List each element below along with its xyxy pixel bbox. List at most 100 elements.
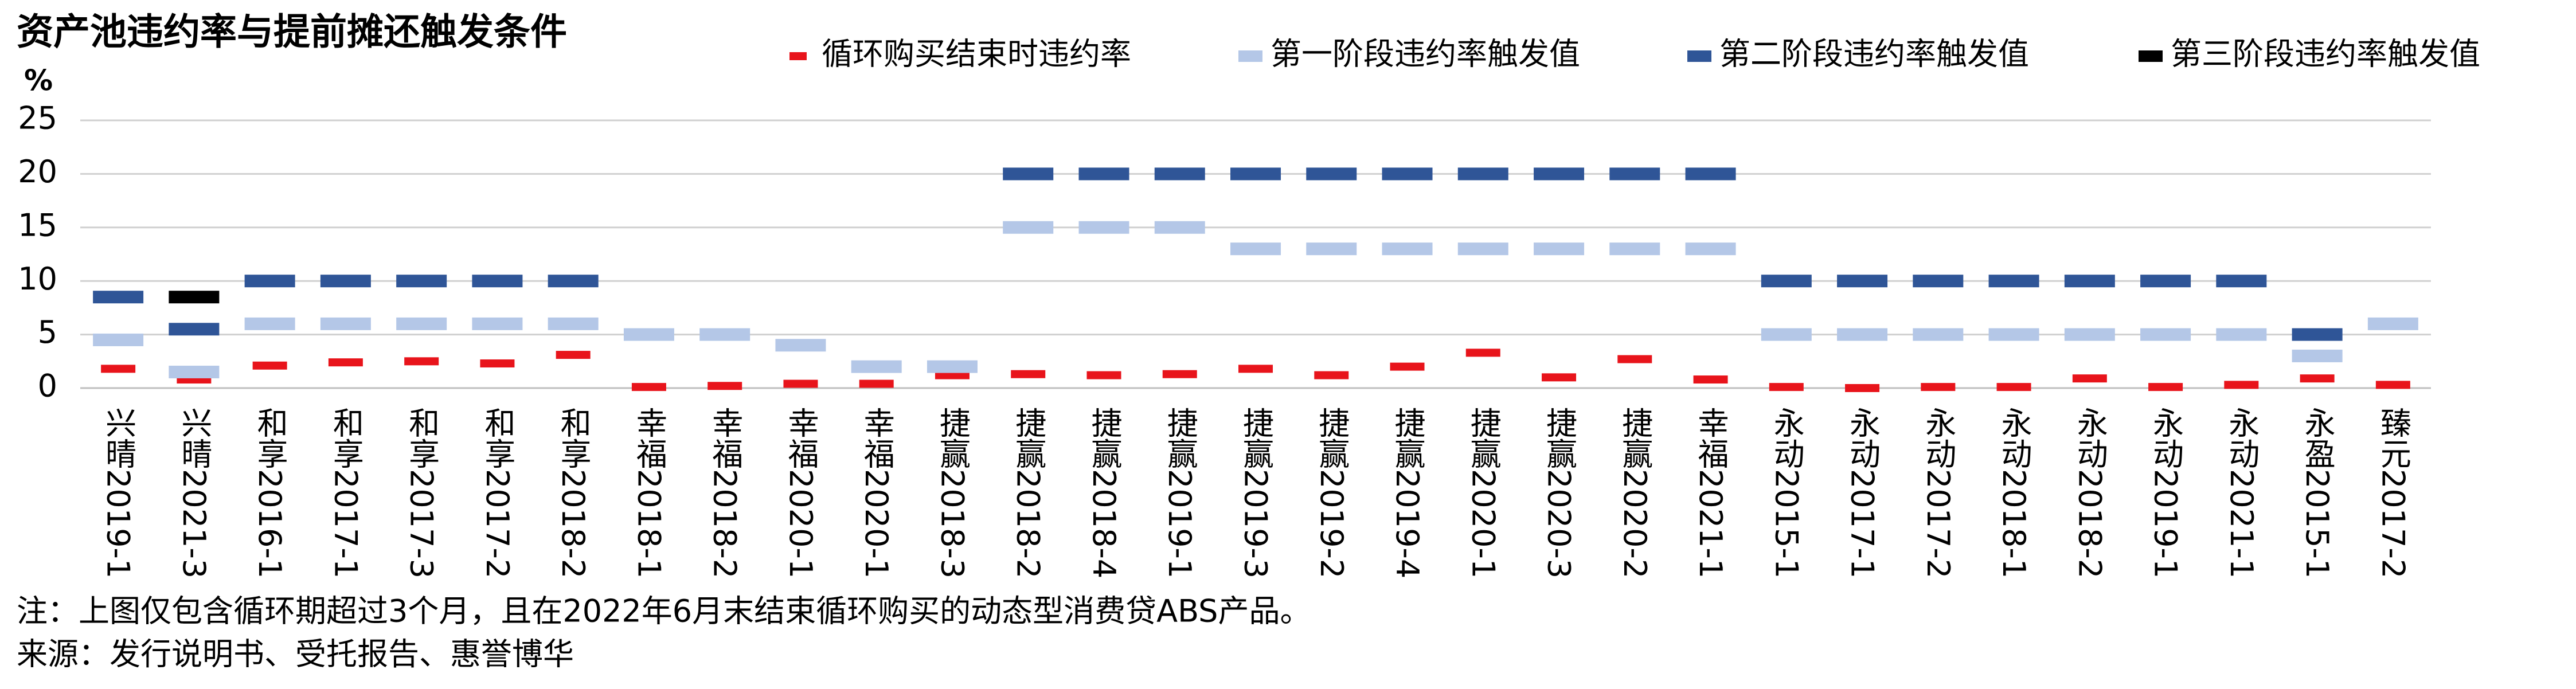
x-tick-label: 幸福2018-2 [707, 407, 743, 578]
marker [623, 328, 674, 341]
marker [328, 358, 363, 367]
marker [396, 275, 447, 288]
marker [1457, 167, 1508, 181]
x-tick-label: 臻元2017-2 [2375, 407, 2411, 578]
x-tick-label: 和享2018-2 [555, 407, 591, 578]
x-tick-label: 捷赢2020-1 [1465, 407, 1501, 578]
x-tick-label: 捷赢2019-2 [1314, 407, 1350, 578]
marker [101, 365, 136, 373]
marker [1011, 370, 1046, 378]
marker [1534, 167, 1585, 181]
marker [2216, 328, 2267, 341]
marker [2292, 349, 2343, 362]
marker [1162, 370, 1197, 378]
marker [1685, 242, 1736, 256]
marker [1003, 167, 1054, 181]
marker [404, 357, 439, 366]
marker [2300, 374, 2335, 383]
x-tick-label: 捷赢2020-3 [1541, 407, 1577, 578]
marker [1617, 355, 1652, 363]
legend-label: 第一阶段违约率触发值 [1271, 36, 1580, 72]
marker [1921, 383, 1956, 392]
marker [1761, 275, 1812, 288]
marker [1078, 167, 1129, 181]
marker [472, 317, 523, 330]
marker [472, 275, 523, 288]
marker [1390, 362, 1425, 371]
legend-swatch [2139, 50, 2163, 62]
marker [2148, 383, 2183, 392]
marker [1306, 167, 1357, 181]
x-tick-label: 兴晴2019-1 [100, 407, 136, 578]
marker [2064, 275, 2115, 288]
marker [1996, 383, 2031, 392]
y-tick-label: 5 [38, 314, 57, 350]
marker [169, 365, 220, 378]
marker [1837, 275, 1888, 288]
legend-swatch [1687, 50, 1711, 62]
marker [859, 379, 894, 388]
marker [1988, 328, 2039, 341]
x-tick-label: 捷赢2019-1 [1162, 407, 1198, 578]
marker [556, 351, 591, 359]
marker [1542, 373, 1577, 382]
y-tick-label: 0 [38, 368, 57, 404]
marker [935, 371, 970, 379]
marker [1685, 167, 1736, 181]
marker [783, 379, 818, 388]
marker [1154, 221, 1205, 234]
marker [252, 361, 287, 370]
marker [2292, 328, 2343, 341]
marker [1913, 328, 1964, 341]
x-tick-label: 捷赢2018-2 [1010, 407, 1046, 578]
legend-label: 循环购买结束时违约率 [822, 36, 1131, 72]
marker [2216, 275, 2267, 288]
marker [707, 382, 742, 390]
marker [320, 275, 371, 288]
marker [1086, 371, 1121, 379]
marker [2224, 381, 2259, 389]
marker [1306, 242, 1357, 256]
marker [927, 360, 978, 373]
x-tick-label: 兴晴2021-3 [176, 407, 212, 578]
marker [1837, 328, 1888, 341]
y-tick-label: 15 [18, 207, 57, 243]
marker [1230, 167, 1281, 181]
marker [1609, 242, 1660, 256]
marker [1534, 242, 1585, 256]
x-tick-label: 捷赢2018-3 [934, 407, 970, 578]
marker [851, 360, 902, 373]
marker [244, 317, 295, 330]
marker [631, 383, 666, 392]
x-tick-label: 永动2017-2 [1920, 407, 1956, 578]
legend-label: 第三阶段违约率触发值 [2171, 36, 2480, 72]
x-tick-label: 和享2017-1 [327, 407, 363, 578]
x-tick-label: 和享2016-1 [252, 407, 288, 578]
x-tick-label: 永盈2015-1 [2299, 407, 2335, 578]
x-tick-label: 永动2017-1 [1844, 407, 1881, 578]
marker [2072, 374, 2107, 383]
x-tick-label: 幸福2018-1 [631, 407, 667, 578]
marker [2140, 328, 2191, 341]
x-tick-label: 捷赢2019-4 [1389, 407, 1425, 578]
marker [775, 339, 826, 352]
marker [1465, 349, 1500, 357]
x-tick-label: 永动2021-1 [2223, 407, 2260, 578]
marker [1769, 383, 1804, 392]
marker [93, 333, 144, 346]
chart-title: 资产池违约率与提前摊还触发条件 [17, 11, 567, 54]
note: 注：上图仅包含循环期超过3个月，且在2022年6月末结束循环购买的动态型消费贷A… [17, 593, 1311, 629]
marker [1382, 242, 1433, 256]
marker [2140, 275, 2191, 288]
x-tick-label: 幸福2020-1 [858, 407, 894, 578]
marker [548, 275, 599, 288]
x-tick-label: 幸福2020-1 [783, 407, 819, 578]
marker [1230, 242, 1281, 256]
marker [1988, 275, 2039, 288]
marker [1154, 167, 1205, 181]
marker [1457, 242, 1508, 256]
x-tick-label: 永动2018-1 [1996, 407, 2032, 578]
marker [2064, 328, 2115, 341]
y-tick-label: 10 [18, 261, 57, 297]
